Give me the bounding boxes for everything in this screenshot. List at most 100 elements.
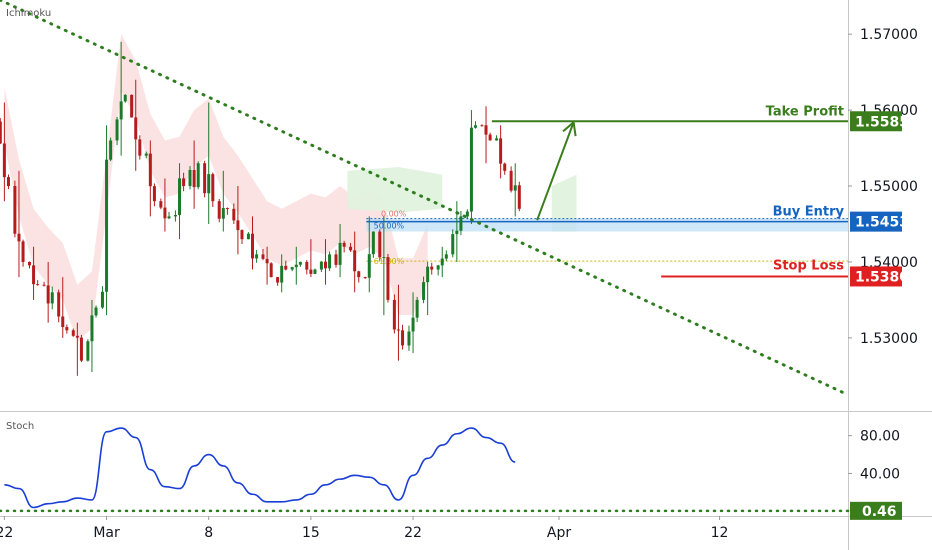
- fib-0-label: 0.00%: [381, 210, 407, 219]
- candle-body: [357, 271, 361, 278]
- candle-body: [100, 291, 104, 308]
- candle-body: [79, 337, 83, 361]
- candle-body: [436, 265, 440, 270]
- candle-body: [334, 254, 338, 265]
- ichimoku-cloud: [4, 34, 577, 342]
- candle-body: [440, 258, 444, 266]
- stoch-label: Stoch: [6, 421, 34, 432]
- projection-arrow-head: [562, 120, 577, 137]
- candle-body: [517, 185, 521, 209]
- candle-body: [503, 163, 507, 171]
- candle-body: [426, 266, 430, 283]
- candle-body: [119, 101, 123, 120]
- candle-body: [123, 94, 127, 102]
- candle-body: [196, 163, 200, 188]
- candle-body: [265, 258, 269, 264]
- candle-body: [396, 329, 400, 331]
- candle-body: [211, 174, 215, 202]
- candle-body: [178, 178, 182, 215]
- candle-body: [182, 178, 186, 187]
- candle-body: [319, 261, 323, 270]
- candle-body: [392, 299, 396, 330]
- trendline-layer: [0, 0, 850, 397]
- candle-body: [261, 254, 265, 259]
- candle-body: [130, 94, 134, 118]
- candle-body: [232, 208, 236, 221]
- candle-body: [469, 127, 473, 212]
- buy-entry-badge: [850, 211, 902, 232]
- candle-body: [61, 316, 65, 328]
- candle-body: [284, 265, 288, 270]
- buy-entry-badge-text: 1.54531: [855, 215, 919, 231]
- candle-body: [280, 265, 284, 283]
- candle-body: [455, 230, 459, 235]
- price-tick-label: 1.57000: [860, 27, 918, 43]
- candle-body: [422, 282, 426, 300]
- candle-body: [353, 250, 357, 272]
- candle-body: [115, 119, 119, 141]
- price-badges: 1.55853 1.54531 1.53809 0.46: [850, 111, 919, 520]
- candle-body: [415, 299, 419, 318]
- candle-body: [105, 159, 109, 292]
- candle-body: [152, 186, 156, 202]
- candle-body: [50, 292, 54, 304]
- candle-body: [207, 174, 211, 194]
- candle-body: [17, 233, 21, 242]
- price-tick-label: 1.55000: [860, 179, 918, 195]
- candle-body: [57, 292, 61, 317]
- take-profit-label: Take Profit: [766, 104, 844, 119]
- candle-body: [367, 254, 371, 278]
- candle-body: [192, 169, 196, 188]
- candle-body: [13, 186, 17, 234]
- stoch-level-badge: [850, 501, 902, 520]
- time-tick-label: 8: [204, 525, 213, 541]
- stop-loss-label: Stop Loss: [773, 258, 844, 273]
- candle-body: [159, 201, 163, 208]
- stop-loss-badge: [850, 266, 902, 287]
- time-tick-label: 22: [0, 525, 13, 541]
- candle-body: [363, 277, 367, 279]
- candle-body: [480, 125, 484, 127]
- candle-body: [269, 263, 273, 278]
- stoch-level-badge-text: 0.46: [862, 504, 897, 520]
- candle-body: [298, 261, 302, 265]
- price-tick-label: 1.53000: [860, 331, 918, 347]
- candles: [0, 41, 521, 376]
- fib-50-label: 50.00%: [374, 222, 405, 231]
- candle-body: [444, 254, 448, 259]
- candle-body: [451, 234, 455, 255]
- candle-body: [294, 264, 298, 268]
- time-tick-label: Mar: [93, 525, 120, 541]
- candle-body: [32, 265, 36, 285]
- candle-body: [290, 267, 294, 270]
- candle-body: [509, 170, 513, 191]
- candle-body: [148, 153, 152, 187]
- stop-loss-badge-text: 1.53809: [855, 269, 919, 285]
- projection-arrow-shaft: [536, 121, 575, 221]
- candle-body: [459, 216, 463, 231]
- take-profit-badge-text: 1.55853: [855, 114, 919, 130]
- candle-body: [90, 315, 94, 342]
- candle-body: [499, 138, 503, 164]
- candle-body: [513, 185, 517, 191]
- candle-body: [71, 330, 75, 336]
- candle-body: [225, 208, 229, 210]
- stoch-tick-label: 80.00: [860, 429, 900, 445]
- cloud-bull-band-future: [551, 174, 577, 232]
- candle-body: [309, 269, 313, 274]
- time-tick-label: 22: [404, 525, 422, 541]
- indicator-label: Ichimoku: [6, 8, 51, 19]
- candle-body: [144, 153, 148, 156]
- candle-body: [338, 242, 342, 265]
- buy-entry-label: Buy Entry: [773, 205, 845, 220]
- candle-body: [313, 269, 317, 274]
- candle-body: [407, 331, 411, 346]
- candle-body: [173, 214, 177, 217]
- cloud-bull-band: [347, 167, 443, 213]
- candle-body: [240, 230, 244, 240]
- candle-body: [474, 125, 478, 128]
- candle-body: [0, 121, 2, 144]
- candle-body: [484, 125, 488, 135]
- candle-body: [276, 277, 280, 283]
